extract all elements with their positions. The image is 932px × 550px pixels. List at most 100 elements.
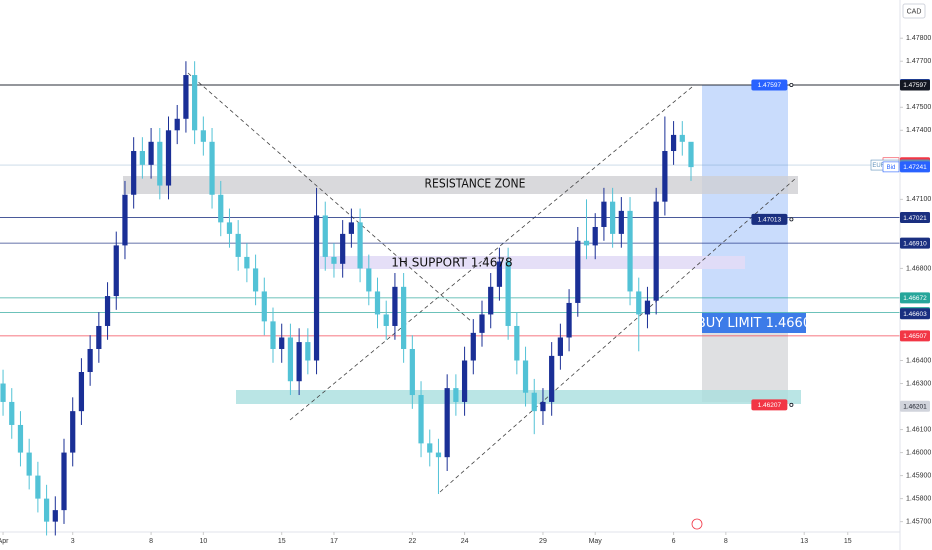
order-box — [751, 79, 788, 91]
price-label: 1.46910 — [903, 240, 927, 247]
currency: CAD — [907, 8, 922, 15]
support-zone — [320, 256, 745, 269]
channel-line — [439, 177, 797, 493]
candle-body — [192, 75, 198, 131]
candle-body — [270, 321, 276, 349]
candle-body — [653, 201, 659, 301]
y-tick-label: 1.46000 — [906, 449, 931, 456]
candle-body — [296, 342, 302, 382]
order-handle — [789, 82, 794, 87]
y-tick-label: 1.45900 — [906, 472, 931, 479]
price-box — [900, 212, 930, 224]
candle-body — [383, 314, 389, 326]
price-label: 1.47241 — [903, 164, 927, 171]
candle-body — [435, 452, 442, 458]
candle-body — [374, 291, 381, 315]
candle-body — [679, 134, 685, 142]
candle-body — [165, 130, 172, 186]
x-tick-label: Apr — [0, 538, 9, 545]
candle-body — [279, 337, 285, 349]
candle-body — [357, 222, 363, 269]
candle-body — [122, 194, 128, 246]
support-label: 1H SUPPORT 1.4678 — [391, 256, 512, 270]
y-tick-label: 1.46400 — [906, 357, 931, 364]
candle-body — [78, 372, 85, 412]
order-label: 1.46207 — [758, 402, 782, 409]
candle-body — [218, 194, 224, 223]
price-label: 1.47597 — [903, 82, 927, 89]
price-label: 1.46201 — [903, 404, 927, 411]
candle-body — [453, 388, 459, 402]
y-tick-label: 1.45800 — [906, 495, 931, 502]
buy-limit-label: BUY LIMIT 1.4660 — [697, 316, 811, 331]
candle-body — [104, 296, 111, 326]
candle-body — [488, 286, 494, 315]
price-box — [900, 400, 930, 412]
candle-body — [305, 342, 311, 361]
candle-body — [252, 268, 259, 292]
candle-body — [418, 395, 424, 444]
price-label: 1.46603 — [903, 311, 927, 318]
y-tick-label: 1.45700 — [906, 518, 931, 525]
candle-body — [479, 314, 485, 333]
candle-body — [43, 498, 50, 522]
price-box — [900, 330, 930, 342]
demand-zone — [236, 390, 801, 404]
x-tick-label: 10 — [199, 538, 207, 545]
candle-body — [392, 286, 398, 326]
candle-body — [70, 411, 76, 453]
price-box — [900, 308, 930, 320]
candle-body — [331, 256, 337, 264]
channel-line — [289, 86, 693, 421]
y-tick-label: 1.46300 — [906, 380, 931, 387]
candle-body — [61, 452, 67, 511]
candle-body — [35, 475, 41, 499]
price-label: 1.47021 — [903, 215, 927, 222]
candle-body — [200, 130, 206, 142]
candle-body — [662, 151, 668, 202]
candle-body — [9, 401, 15, 425]
candle-body — [610, 201, 616, 234]
x-tick-label: 8 — [724, 538, 728, 545]
y-tick-label: 1.46100 — [906, 426, 931, 433]
x-tick-label: 3 — [71, 538, 75, 545]
candle-body — [313, 215, 320, 361]
candle-body — [366, 268, 372, 292]
price-box — [900, 292, 930, 304]
price-tag-box — [882, 161, 900, 173]
candle-body — [287, 337, 294, 382]
candle-body — [549, 355, 555, 402]
order-handle — [789, 402, 794, 407]
candle-body — [348, 222, 354, 234]
candle-body — [96, 325, 102, 349]
candle-body — [0, 383, 6, 402]
candle-body — [470, 332, 476, 361]
candle-body — [113, 245, 119, 297]
candle-body — [244, 256, 250, 269]
y-tick-label: 1.46800 — [906, 265, 931, 272]
x-tick-label: 15 — [278, 538, 286, 545]
event-icon[interactable] — [691, 518, 703, 530]
candle-body — [261, 291, 267, 322]
price-box — [900, 79, 930, 91]
candle-body — [496, 261, 503, 287]
candle-body — [52, 510, 58, 522]
order-box — [751, 213, 788, 225]
candle-body — [627, 210, 633, 292]
candle-body — [87, 348, 93, 373]
candle-body — [592, 226, 598, 246]
candle-body — [183, 75, 189, 119]
price-box — [900, 161, 930, 173]
y-tick-label: 1.47400 — [906, 127, 931, 134]
candle-body — [226, 222, 233, 234]
candle-body — [461, 360, 468, 402]
candle-body — [148, 141, 154, 165]
candle-body — [174, 118, 180, 131]
order-handle — [789, 217, 794, 222]
y-tick-label: 1.47500 — [906, 104, 931, 111]
currency-box[interactable] — [902, 3, 926, 19]
stop-zone — [702, 322, 788, 402]
price-label: 1.46507 — [903, 333, 927, 340]
candle-body — [401, 286, 407, 349]
